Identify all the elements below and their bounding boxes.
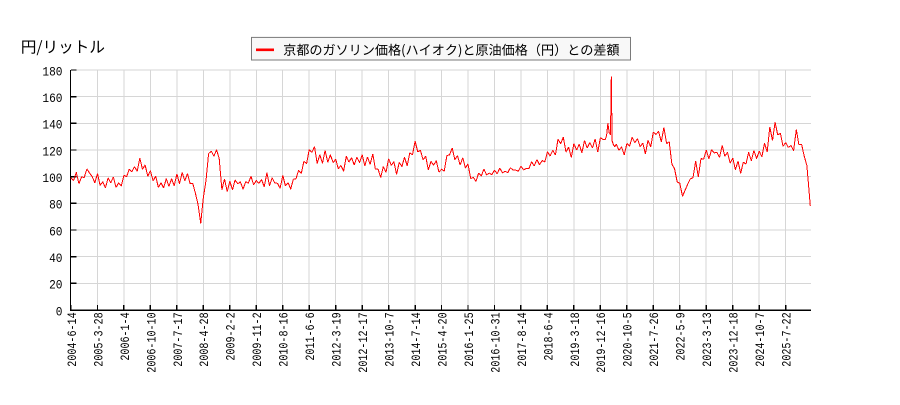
svg-text:2018-6-4: 2018-6-4 <box>541 312 556 360</box>
svg-text:2021-7-26: 2021-7-26 <box>647 312 662 366</box>
svg-text:2014-7-14: 2014-7-14 <box>409 312 424 366</box>
svg-text:2024-10-7: 2024-10-7 <box>753 312 768 366</box>
svg-text:2013-10-7: 2013-10-7 <box>383 312 398 366</box>
svg-text:2015-4-20: 2015-4-20 <box>435 312 450 366</box>
svg-text:160: 160 <box>42 91 62 106</box>
svg-text:2017-8-14: 2017-8-14 <box>515 312 530 366</box>
svg-text:2009-2-2: 2009-2-2 <box>224 312 239 360</box>
svg-text:140: 140 <box>42 118 62 133</box>
svg-text:180: 180 <box>42 64 62 79</box>
svg-text:2025-7-22: 2025-7-22 <box>780 312 795 366</box>
svg-text:2012-12-17: 2012-12-17 <box>356 312 371 372</box>
svg-text:2019-3-18: 2019-3-18 <box>568 312 583 366</box>
svg-text:80: 80 <box>49 198 62 213</box>
svg-text:2023-3-13: 2023-3-13 <box>700 312 715 366</box>
svg-text:60: 60 <box>49 224 62 239</box>
svg-text:2006-1-4: 2006-1-4 <box>118 312 133 360</box>
svg-text:40: 40 <box>49 251 62 266</box>
svg-text:2016-10-31: 2016-10-31 <box>488 312 503 372</box>
svg-text:120: 120 <box>42 144 62 159</box>
svg-text:100: 100 <box>42 171 62 186</box>
svg-text:2009-11-2: 2009-11-2 <box>250 312 265 366</box>
svg-text:2007-7-17: 2007-7-17 <box>171 312 186 366</box>
svg-text:2022-5-9: 2022-5-9 <box>674 312 689 360</box>
svg-text:2016-1-25: 2016-1-25 <box>462 312 477 366</box>
svg-text:2023-12-18: 2023-12-18 <box>727 312 742 372</box>
svg-text:20: 20 <box>49 278 62 293</box>
svg-text:2005-3-28: 2005-3-28 <box>91 312 106 366</box>
svg-text:2008-4-28: 2008-4-28 <box>197 312 212 366</box>
svg-text:0: 0 <box>56 304 63 319</box>
svg-text:2010-8-16: 2010-8-16 <box>277 312 292 366</box>
svg-text:2012-3-19: 2012-3-19 <box>330 312 345 366</box>
svg-text:2020-10-5: 2020-10-5 <box>621 312 636 366</box>
svg-text:2019-12-16: 2019-12-16 <box>594 312 609 372</box>
svg-text:2004-6-14: 2004-6-14 <box>65 312 80 366</box>
svg-text:2011-6-6: 2011-6-6 <box>303 312 318 360</box>
svg-text:2006-10-10: 2006-10-10 <box>144 312 159 372</box>
